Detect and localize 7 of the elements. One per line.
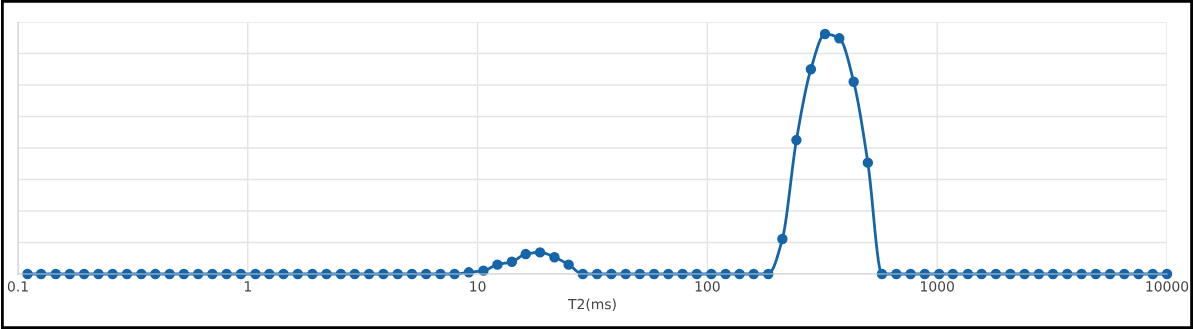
x-tick-label: 1000 — [921, 281, 954, 292]
x-tick-label: 1 — [244, 281, 251, 292]
x-tick-label: 10 — [470, 281, 486, 292]
x-axis-title: T2(ms) — [568, 298, 616, 311]
x-tick-label: 0.1 — [7, 281, 28, 292]
x-tick-label: 100 — [695, 281, 720, 292]
x-tick-label: 10000 — [1146, 281, 1189, 292]
